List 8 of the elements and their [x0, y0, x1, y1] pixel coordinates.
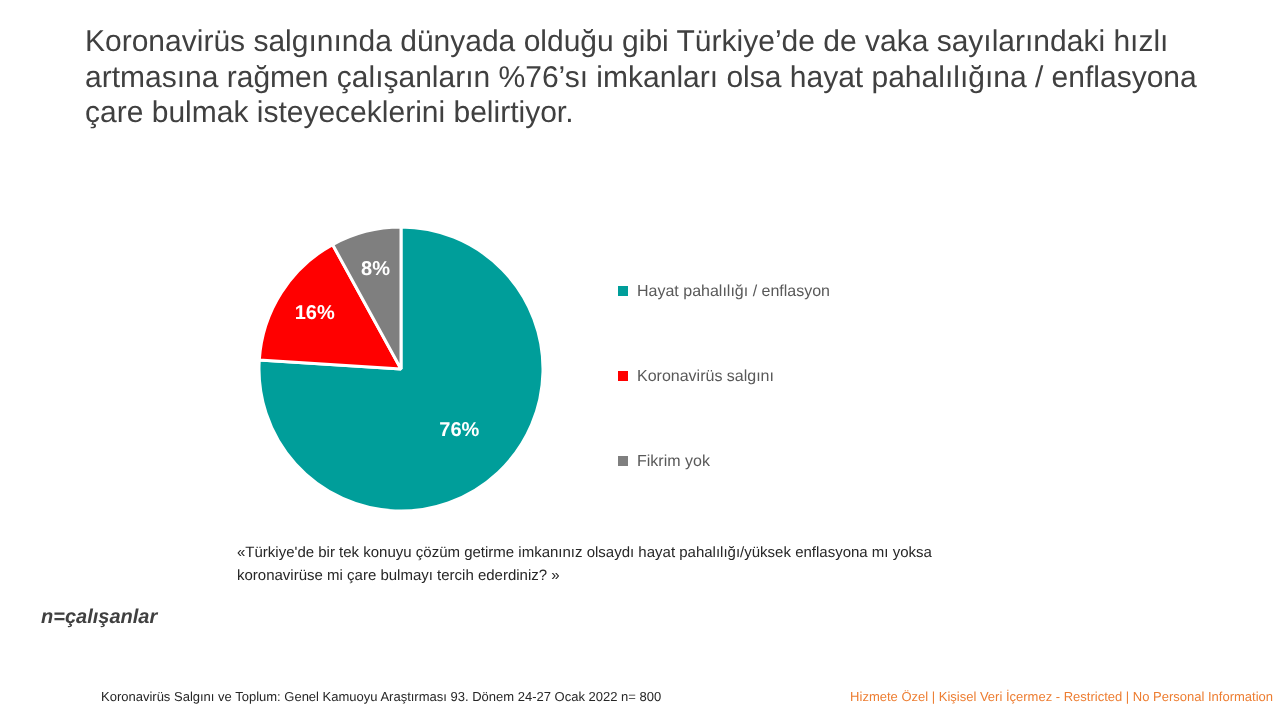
chart-title: Koronavirüs salgınında dünyada olduğu gibi Türkiye’de de vaka sayılarındaki hızlı artmasına rağmen çalışanların %76’sı imkanları olsa hayat pahalılığına / enflasyona çare bulmak isteyeceklerini belirtiyor.: [85, 25, 1199, 131]
data-label: 76%: [439, 420, 480, 443]
legend-label: Hayat pahalılığı / enflasyon: [637, 282, 831, 300]
legend-label: Fikrim yok: [637, 452, 712, 470]
data-label: 16%: [294, 303, 335, 326]
data-label: 8%: [361, 258, 391, 281]
text: n=çalışanlar: [41, 607, 160, 629]
legend-label: Koronavirüs salgını: [637, 367, 774, 385]
